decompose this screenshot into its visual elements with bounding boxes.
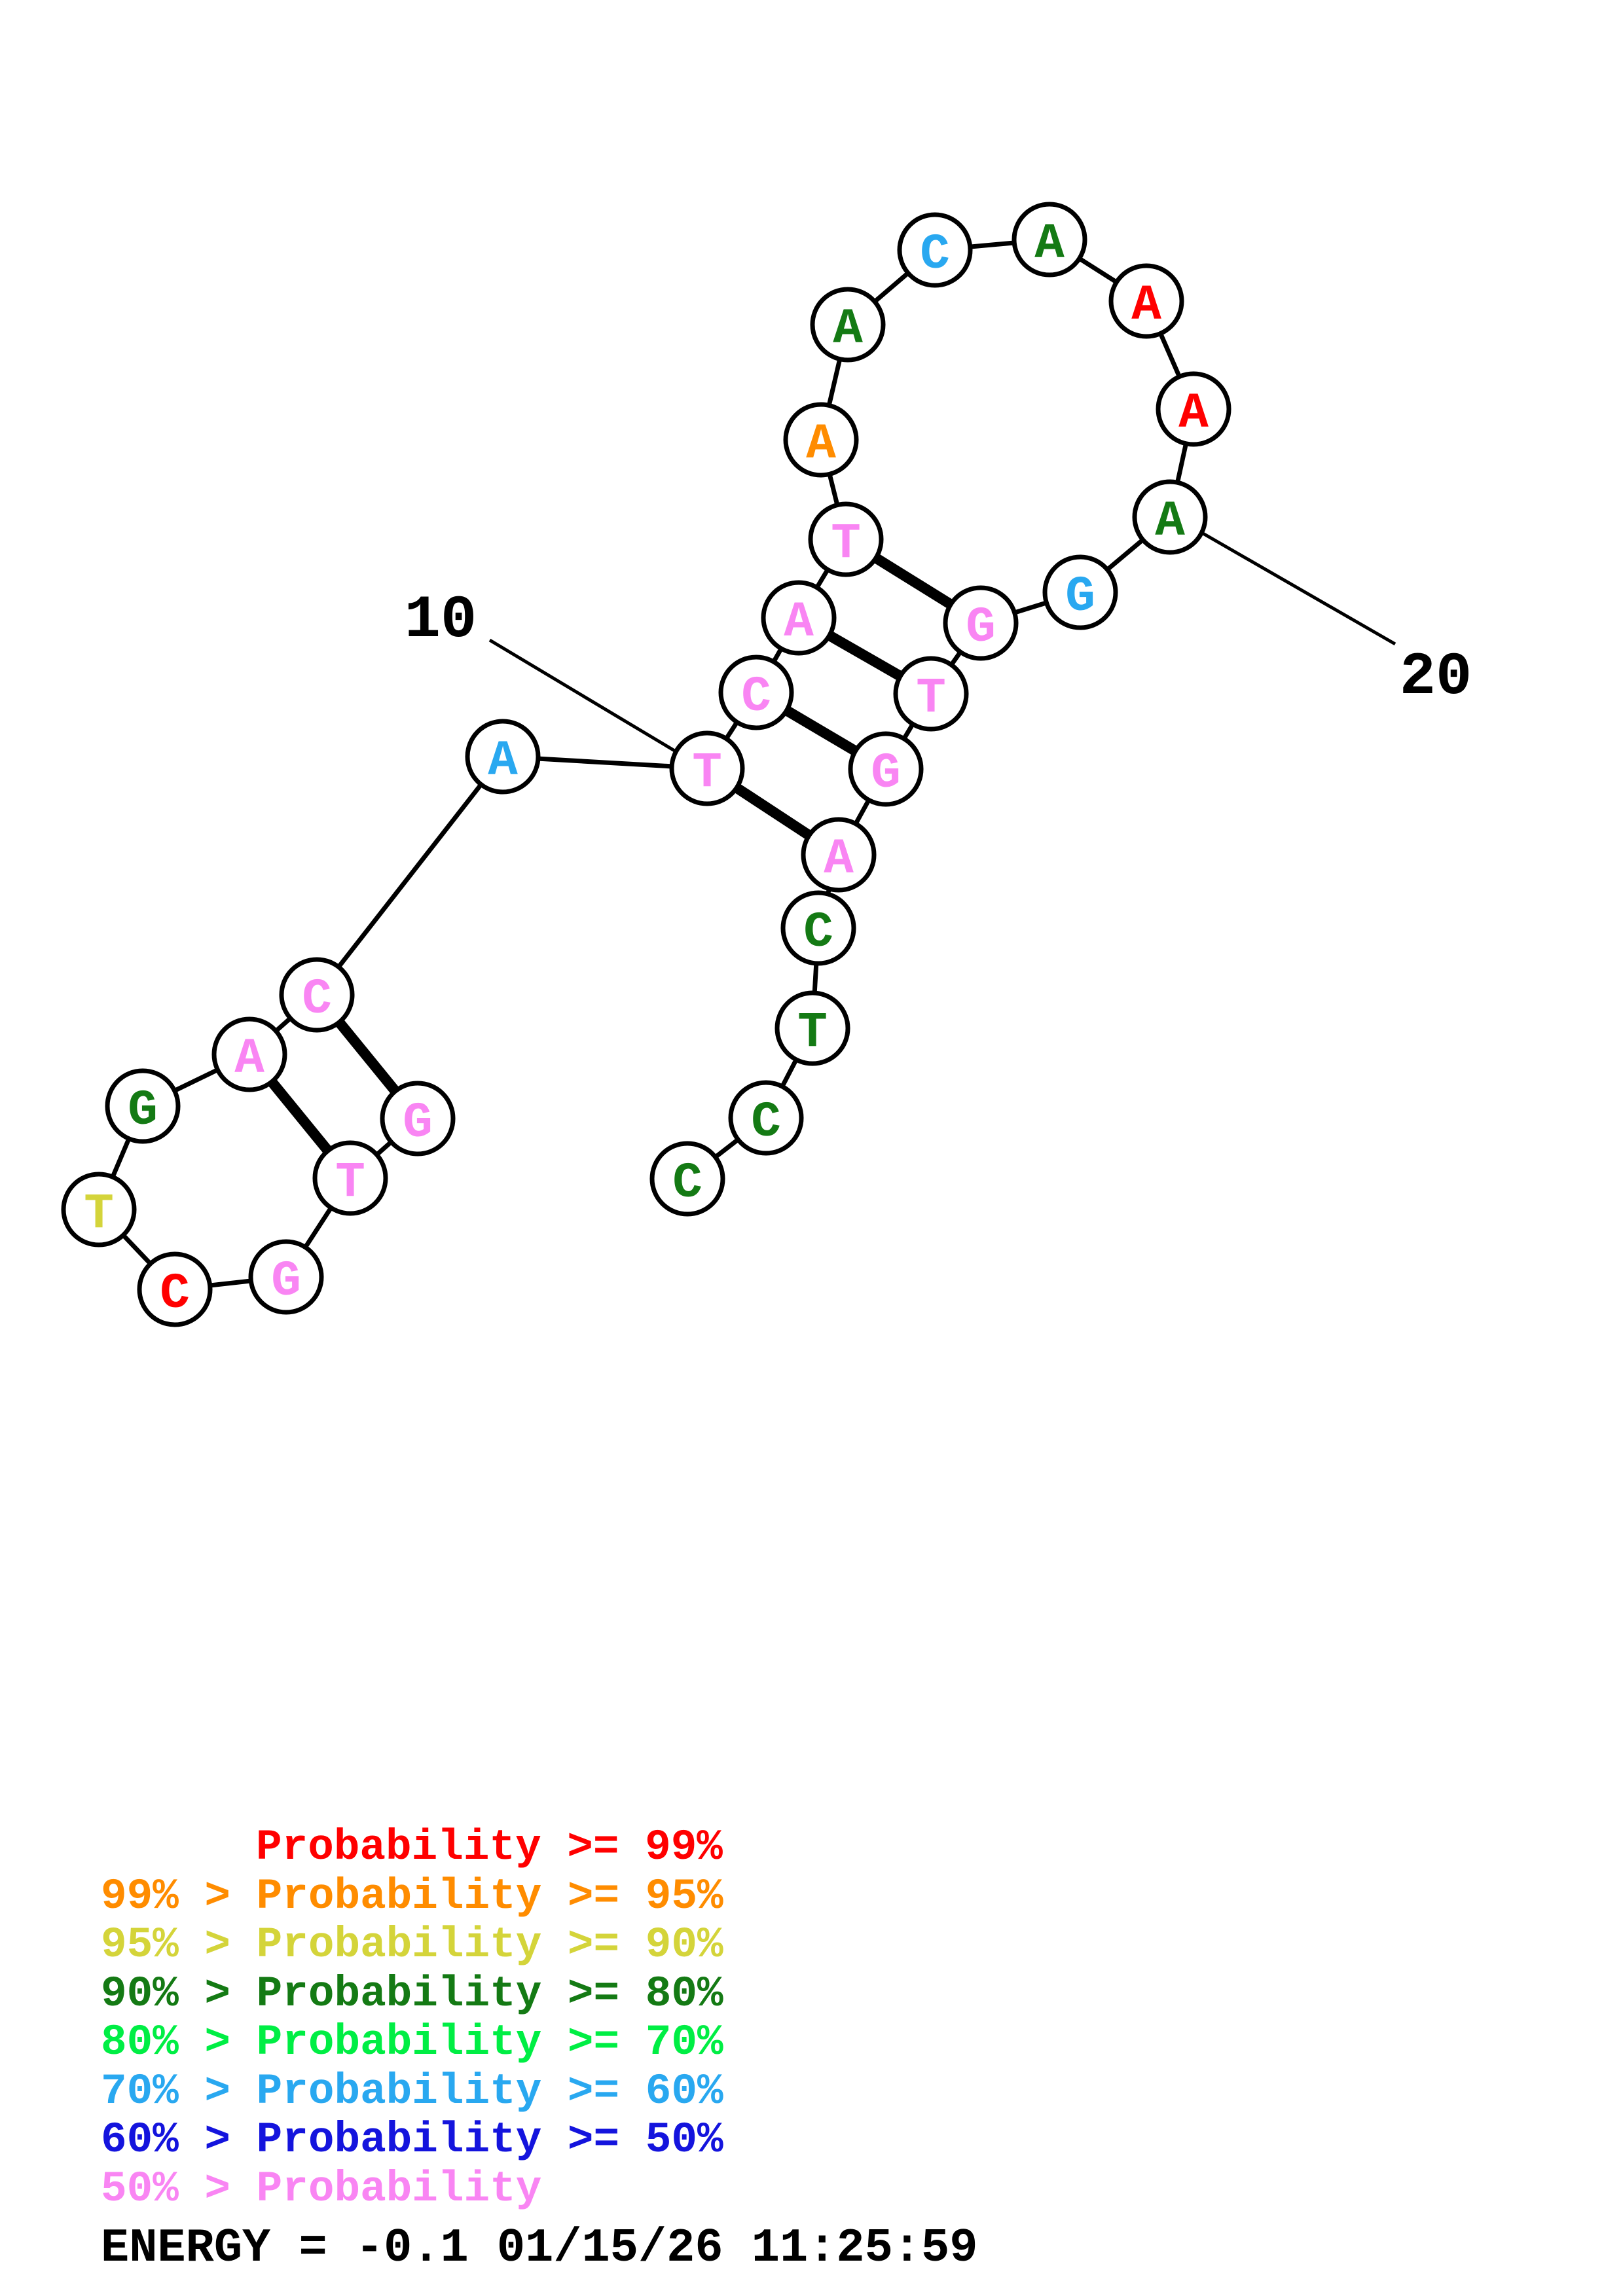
base-circle-13 (808, 501, 884, 577)
base-circle-11 (718, 655, 794, 730)
base-circle-9 (465, 719, 541, 795)
base-circle-17 (1012, 202, 1087, 278)
base-letter-11-C: C (741, 669, 771, 725)
base-letter-3-G: G (271, 1253, 301, 1310)
base-circle-19 (1156, 371, 1231, 447)
energy-timestamp-line: ENERGY = -0.1 01/15/26 11:25:59 (101, 2221, 977, 2275)
base-letter-2-T: T (335, 1155, 365, 1211)
base-circle-25 (801, 817, 877, 893)
base-circle-22 (943, 585, 1019, 661)
base-circle-16 (897, 212, 973, 288)
legend-row-6: 60% > Probability >= 50% (101, 2115, 723, 2164)
legend-row-1: 99% > Probability >= 95% (101, 1872, 723, 1921)
base-letter-21-G: G (1065, 569, 1095, 625)
base-letter-12-A: A (784, 594, 814, 651)
base-circle-28 (728, 1080, 804, 1156)
legend-row-4: 80% > Probability >= 70% (101, 2018, 723, 2067)
base-circle-10 (669, 730, 745, 806)
base-circle-3 (248, 1239, 324, 1315)
base-circle-24 (848, 731, 924, 807)
base-letter-16-C: C (920, 226, 950, 283)
base-letter-13-T: T (831, 516, 861, 572)
base-circle-12 (761, 580, 837, 656)
base-circle-26 (780, 890, 856, 966)
base-circle-6 (105, 1068, 181, 1144)
base-letter-27-T: T (797, 1005, 828, 1061)
base-letter-6-G: G (128, 1083, 158, 1139)
base-letter-9-A: A (488, 733, 518, 789)
base-letter-5-T: T (84, 1186, 114, 1242)
base-letter-15-A: A (833, 301, 863, 357)
base-circle-23 (893, 656, 969, 732)
base-letter-20-A: A (1155, 493, 1185, 550)
base-circle-8 (279, 957, 355, 1033)
base-circle-1 (380, 1081, 456, 1157)
probability-legend: Probability >= 99% 99% > Probability >= … (101, 1823, 723, 2214)
base-letter-10-T: T (692, 745, 722, 801)
base-letter-17-A: A (1034, 216, 1065, 272)
legend-row-3: 90% > Probability >= 80% (101, 1969, 723, 2018)
base-circle-5 (61, 1172, 137, 1247)
base-letter-19-A: A (1178, 386, 1209, 442)
base-letter-1-G: G (403, 1095, 433, 1151)
base-circle-21 (1042, 554, 1118, 630)
base-circle-2 (312, 1140, 388, 1216)
legend-row-2: 95% > Probability >= 90% (101, 1920, 723, 1969)
legend-row-0: Probability >= 99% (256, 1823, 723, 1872)
base-circle-18 (1108, 263, 1184, 339)
base-circle-15 (810, 287, 886, 363)
position-label-20: 20 (1400, 643, 1472, 711)
base-letter-8-C: C (302, 971, 332, 1028)
base-letter-28-C: C (751, 1094, 781, 1151)
base-circle-29 (649, 1141, 725, 1217)
base-circle-14 (783, 402, 859, 478)
position-pointer-line-20 (1199, 530, 1396, 646)
base-letter-14-A: A (806, 416, 836, 473)
base-letter-29-C: C (672, 1155, 702, 1211)
base-circle-7 (211, 1016, 287, 1092)
position-label-10: 10 (405, 586, 477, 655)
base-letter-18-A: A (1131, 278, 1161, 334)
base-circle-4 (137, 1251, 213, 1327)
legend-row-7: 50% > Probability (101, 2164, 541, 2214)
base-letter-25-A: A (824, 831, 854, 888)
position-pointer-line-10 (488, 638, 677, 753)
legend-row-5: 70% > Probability >= 60% (101, 2067, 723, 2116)
base-circle-27 (775, 990, 850, 1066)
base-letter-23-T: T (916, 670, 946, 726)
base-letter-7-A: A (234, 1031, 264, 1087)
base-circle-20 (1132, 479, 1208, 555)
base-letter-22-G: G (966, 600, 996, 656)
base-letter-4-C: C (160, 1266, 190, 1322)
base-letter-26-C: C (803, 905, 833, 961)
base-letter-24-G: G (871, 745, 901, 802)
backbone-bond-8-9 (315, 755, 505, 997)
